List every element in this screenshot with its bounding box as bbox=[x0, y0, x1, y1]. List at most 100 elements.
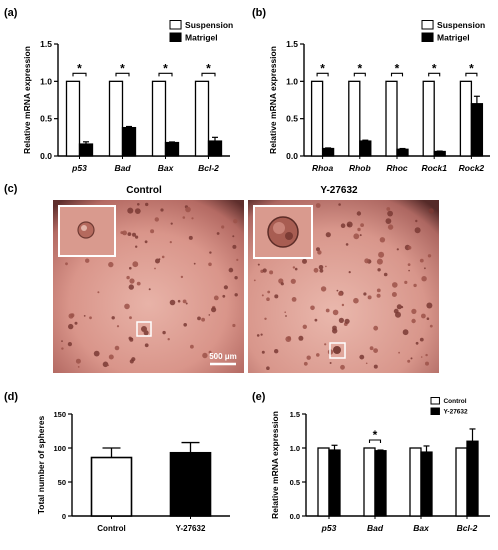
sphere bbox=[158, 258, 161, 261]
x-tick-label: p53 bbox=[71, 163, 87, 173]
sphere bbox=[373, 364, 378, 369]
bar-suspension bbox=[108, 80, 124, 157]
significance-bracket bbox=[115, 72, 130, 77]
significance-star: * bbox=[320, 61, 325, 75]
selection-box-y27632 bbox=[329, 342, 346, 359]
chart-e: 0.0 0.5 1.0 1.5 Relative mRNA expression p53 B… bbox=[270, 397, 490, 533]
sphere bbox=[325, 265, 327, 268]
legend-label: Suspension bbox=[437, 20, 485, 30]
sphere bbox=[160, 208, 164, 212]
sphere bbox=[298, 335, 304, 341]
sphere bbox=[180, 275, 184, 279]
sphere bbox=[306, 355, 311, 360]
bar-control bbox=[317, 447, 330, 517]
y-tick-label: 50 bbox=[58, 478, 66, 487]
bar bbox=[90, 456, 133, 517]
y-tick-label: 0.0 bbox=[290, 512, 300, 521]
y-axis-label: Relative mRNA expression bbox=[268, 46, 278, 154]
x-tick-label: p53 bbox=[321, 523, 337, 533]
sphere bbox=[93, 350, 100, 357]
sphere bbox=[340, 223, 346, 228]
sphere bbox=[154, 267, 156, 270]
sphere bbox=[261, 294, 264, 297]
sphere bbox=[400, 305, 404, 309]
significance-star: * bbox=[120, 61, 125, 75]
sphere bbox=[233, 219, 238, 224]
sphere bbox=[169, 299, 176, 306]
sphere bbox=[359, 234, 362, 237]
bar bbox=[169, 451, 212, 517]
bar-y-27632 bbox=[466, 440, 479, 517]
sphere bbox=[65, 262, 68, 266]
sphere bbox=[408, 269, 410, 272]
sphere bbox=[127, 232, 132, 237]
selected-sphere-control bbox=[141, 326, 147, 332]
significance-star: * bbox=[206, 61, 211, 75]
sphere bbox=[425, 353, 428, 357]
y-tick-label: 0.5 bbox=[290, 478, 300, 487]
bar-matrigel bbox=[396, 148, 409, 157]
sphere bbox=[185, 302, 188, 305]
y-axis-label: Total number of spheres bbox=[36, 415, 46, 514]
x-tick-label: Control bbox=[97, 524, 125, 533]
sphere bbox=[291, 297, 297, 302]
sphere bbox=[332, 309, 339, 316]
bar-matrigel bbox=[164, 141, 180, 157]
sphere bbox=[216, 232, 220, 235]
sphere bbox=[144, 343, 149, 348]
sphere bbox=[61, 340, 63, 342]
sphere bbox=[134, 208, 141, 215]
y-tick-label: 1.5 bbox=[40, 39, 52, 49]
sphere bbox=[348, 271, 351, 274]
sphere bbox=[266, 366, 270, 371]
sphere bbox=[262, 268, 267, 273]
sphere bbox=[407, 359, 411, 363]
sphere bbox=[234, 293, 238, 297]
sphere bbox=[167, 338, 170, 341]
sphere bbox=[155, 258, 160, 264]
sphere bbox=[97, 291, 100, 294]
sphere bbox=[70, 313, 75, 318]
sphere bbox=[424, 267, 426, 270]
sphere bbox=[137, 203, 140, 206]
sphere bbox=[68, 323, 74, 330]
sphere bbox=[136, 281, 141, 286]
x-tick-label: Rhoc bbox=[386, 163, 408, 173]
micrograph-y27632 bbox=[248, 200, 439, 373]
sphere bbox=[253, 279, 256, 282]
sphere bbox=[338, 317, 344, 323]
bar-matrigel bbox=[321, 147, 335, 157]
sphere bbox=[161, 255, 165, 259]
selected-sphere-y27632 bbox=[333, 346, 341, 354]
sphere bbox=[315, 203, 321, 208]
sphere bbox=[314, 318, 318, 322]
panel-label-b: (b) bbox=[252, 7, 266, 19]
significance-star: * bbox=[373, 428, 378, 442]
selection-box-control bbox=[136, 321, 152, 337]
sphere bbox=[392, 282, 398, 288]
sphere bbox=[420, 356, 423, 358]
significance-star: * bbox=[77, 61, 82, 75]
sphere bbox=[379, 237, 386, 243]
sphere bbox=[419, 258, 424, 263]
bar-suspension bbox=[194, 80, 210, 157]
sphere bbox=[269, 270, 274, 275]
sphere bbox=[182, 216, 186, 219]
legend-label: Matrigel bbox=[437, 33, 470, 43]
sphere bbox=[427, 254, 432, 258]
sphere bbox=[185, 206, 191, 213]
y-tick-label: 1.5 bbox=[290, 410, 300, 419]
sphere bbox=[177, 299, 181, 303]
sphere bbox=[132, 261, 139, 268]
sphere bbox=[324, 343, 327, 346]
sphere bbox=[387, 224, 394, 230]
sphere bbox=[396, 248, 399, 251]
sphere bbox=[108, 354, 114, 360]
sphere bbox=[232, 323, 236, 328]
sphere bbox=[260, 333, 263, 336]
legend-label: Control bbox=[443, 398, 466, 405]
sphere bbox=[183, 323, 187, 327]
sphere bbox=[407, 245, 412, 250]
sphere bbox=[329, 362, 332, 364]
